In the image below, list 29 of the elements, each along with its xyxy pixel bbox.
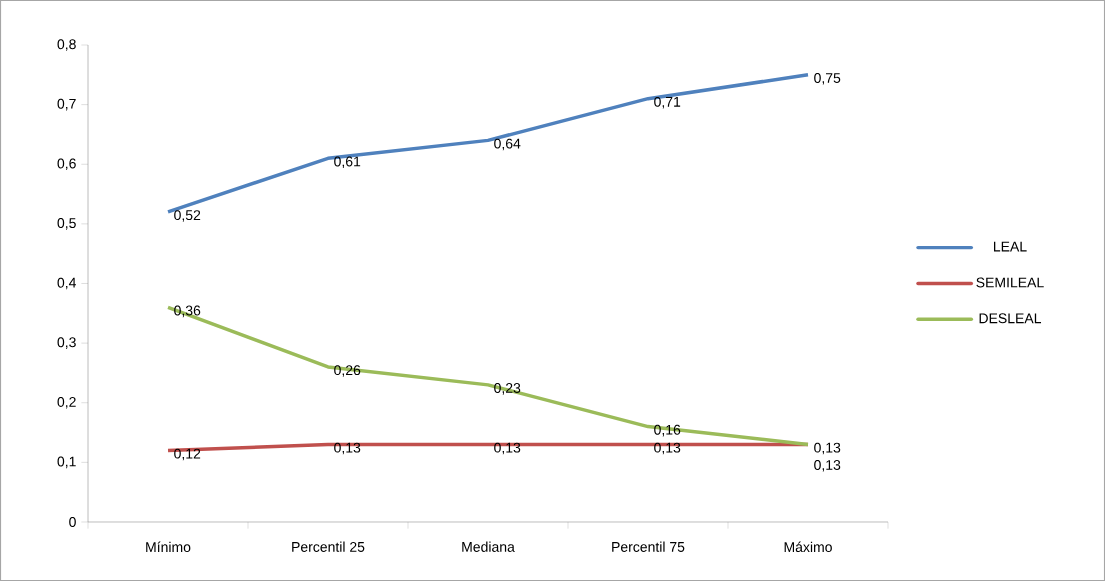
y-tick-label: 0,4 xyxy=(57,277,76,290)
y-tick-label: 0,3 xyxy=(57,337,76,349)
data-label: 0,13 xyxy=(654,442,681,455)
data-label: 0,13 xyxy=(334,442,361,455)
x-tick-label: Percentil 25 xyxy=(292,541,365,552)
data-label: 0,13 xyxy=(494,442,521,455)
data-label: 0,13 xyxy=(814,442,841,455)
data-label: 0,64 xyxy=(494,138,521,151)
data-label: 0,23 xyxy=(494,383,521,395)
data-label: 0,52 xyxy=(174,210,201,222)
legend-label: LEAL xyxy=(994,241,1027,252)
x-tick-label: Percentil 75 xyxy=(612,541,685,552)
y-tick-label: 0,6 xyxy=(57,158,76,171)
y-tick-label: 0,1 xyxy=(57,456,76,469)
y-tick-label: 0,2 xyxy=(57,396,76,409)
y-tick-label: 0 xyxy=(69,517,76,527)
data-label: 0,71 xyxy=(654,96,681,109)
y-tick-label: 0,5 xyxy=(57,218,76,230)
data-label: 0,61 xyxy=(334,156,361,169)
data-label: 0,75 xyxy=(814,73,841,85)
legend-label: SEMILEAL xyxy=(976,277,1044,288)
y-tick-label: 0,7 xyxy=(57,98,76,111)
legend-label: DESLEAL xyxy=(979,313,1042,324)
y-tick-label: 0,8 xyxy=(57,39,76,51)
x-tick-label: Máximo xyxy=(784,541,832,553)
data-label: 0,13 xyxy=(814,460,841,472)
data-label: 0,12 xyxy=(174,448,201,461)
x-tick-label: Mínimo xyxy=(146,541,191,553)
x-tick-label: Mediana xyxy=(462,541,515,552)
